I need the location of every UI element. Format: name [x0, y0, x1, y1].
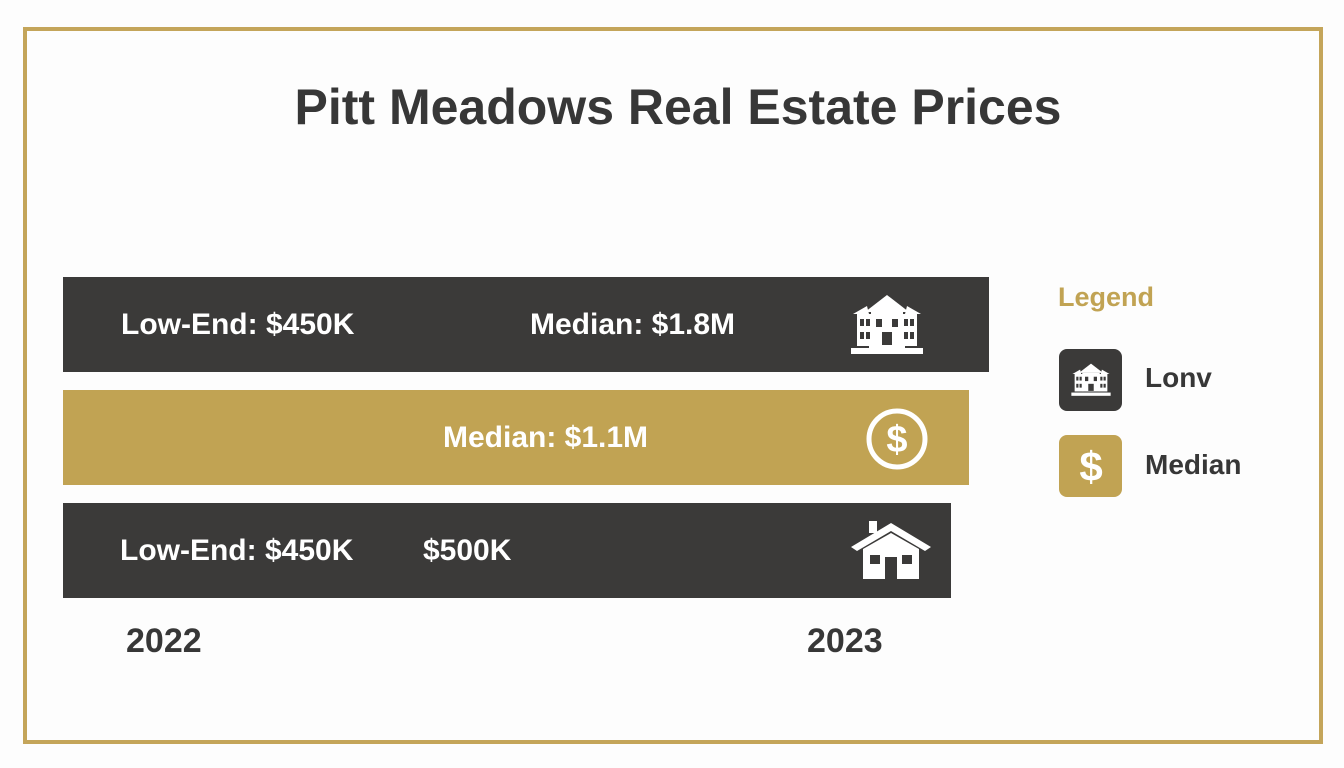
svg-text:$: $	[1079, 444, 1102, 488]
legend-title: Legend	[1058, 282, 1155, 312]
bar-median-1-1m: Median: $1.1M $	[63, 390, 969, 485]
legend-label-lonv: Lonv	[1145, 362, 1212, 393]
axis-label-2022: 2022	[126, 622, 202, 660]
house-icon	[851, 521, 931, 579]
bar-low-end-500k: Low-End: $450K $500K	[63, 503, 951, 598]
chart-title: Pitt Meadows Real Estate Prices	[294, 79, 1062, 135]
building-icon	[1070, 363, 1111, 396]
legend-label-median: Median	[1145, 449, 1242, 480]
building-icon	[851, 295, 923, 354]
svg-text:$: $	[886, 419, 907, 461]
axis-label-2023: 2023	[807, 622, 883, 660]
bar-low-end-median-1-8m: Low-End: $450K Median: $1.8M	[63, 277, 989, 372]
legend-swatch-median: $	[1059, 435, 1122, 497]
dollar-circle-icon: $	[866, 408, 928, 470]
bar-label-low-end: Low-End: $450K	[120, 534, 354, 567]
bar-label-median: Median: $1.1M	[443, 421, 649, 454]
bar-label-low-end: Low-End: $450K	[121, 308, 355, 341]
bar-label-500k: $500K	[423, 534, 512, 567]
bar-label-median: Median: $1.8M	[530, 308, 736, 341]
legend-swatch-lonv	[1059, 349, 1122, 411]
chart-frame	[23, 27, 1323, 744]
dollar-icon: $	[1079, 444, 1102, 488]
